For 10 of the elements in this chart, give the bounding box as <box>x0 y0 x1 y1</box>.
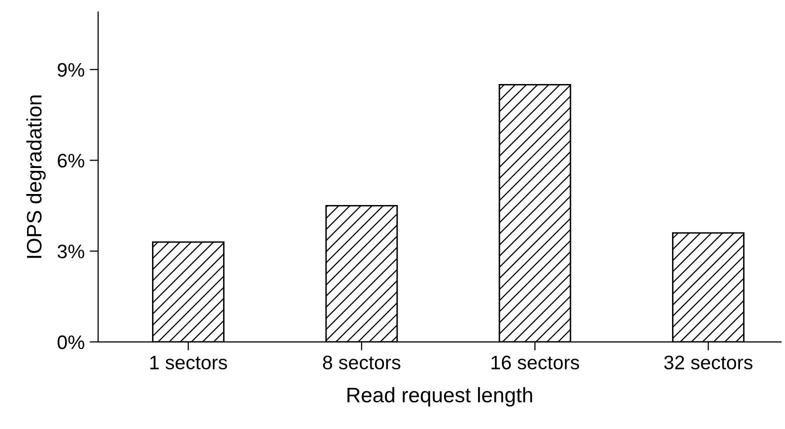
y-tick-label: 6% <box>58 154 84 168</box>
x-tick-label: 1 sectors <box>150 356 228 370</box>
x-tick-label: 16 sectors <box>492 356 580 370</box>
x-axis-title: Read request length <box>348 387 532 407</box>
x-tick-label: 32 sectors <box>664 356 752 370</box>
y-tick-label: 0% <box>58 335 84 350</box>
x-tick-label: 8 sectors <box>323 356 400 370</box>
y-tick-label: 3% <box>58 244 84 258</box>
y-axis-title: IOPS degradation <box>26 96 46 258</box>
y-tick-label: 9% <box>58 62 84 77</box>
